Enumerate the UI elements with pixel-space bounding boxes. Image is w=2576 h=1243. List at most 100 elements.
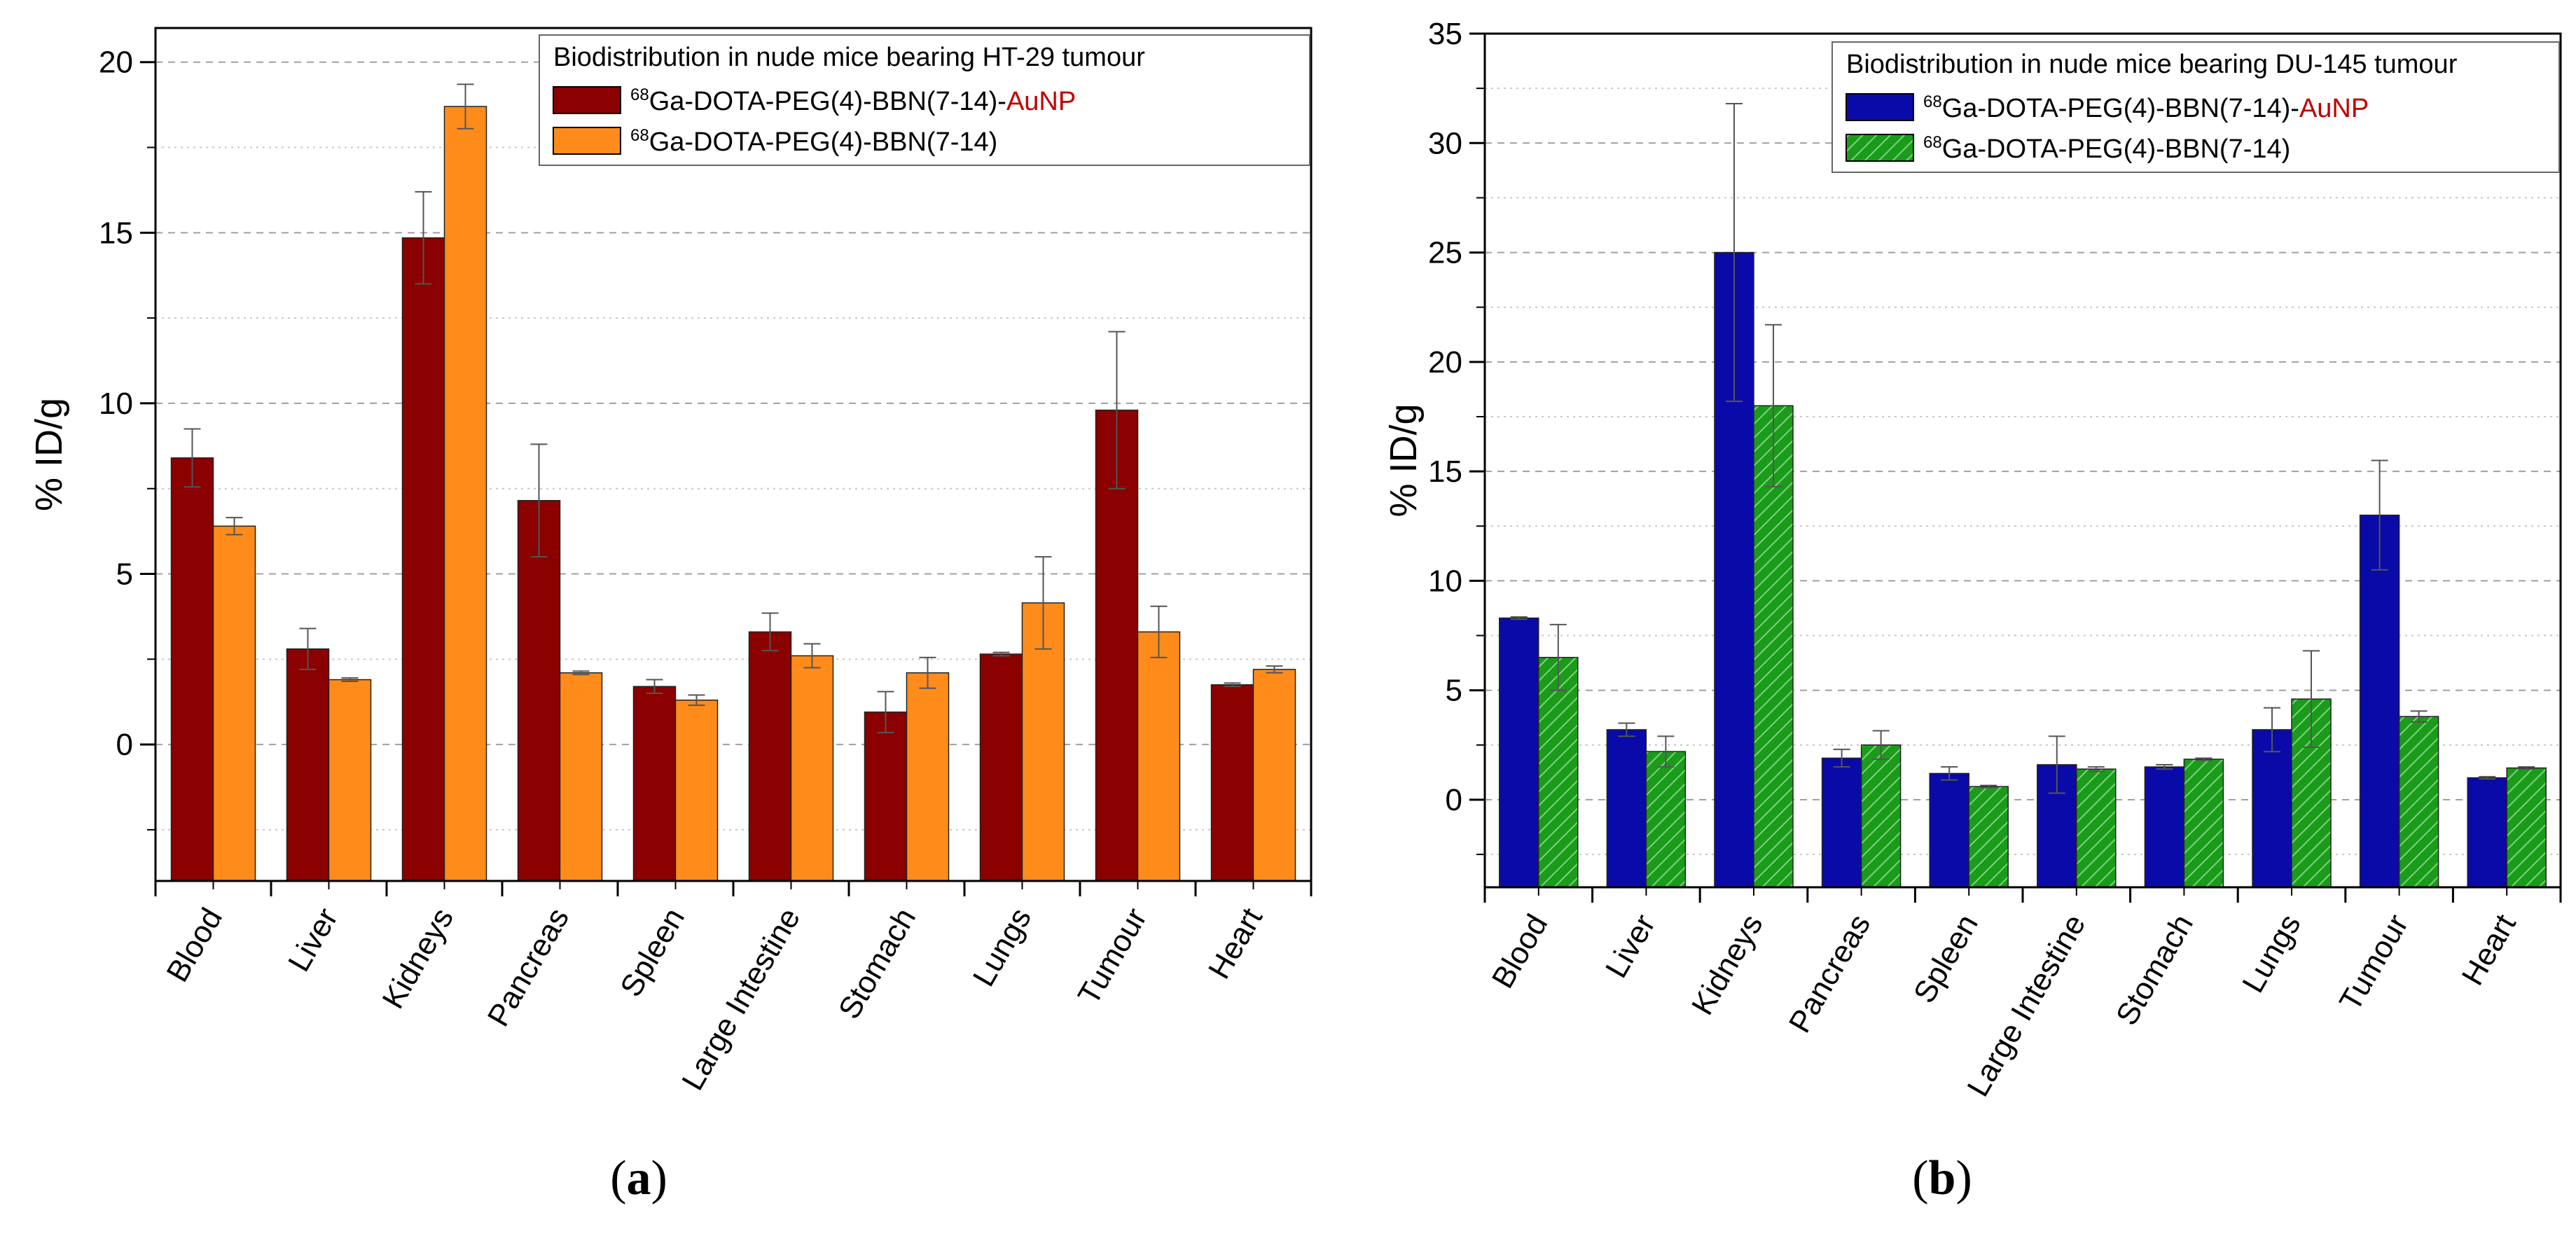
y-tick-label: 35 [1428, 17, 1462, 51]
y-tick-label: 25 [1428, 236, 1462, 270]
x-tick-label-heart: Heart [2456, 909, 2523, 992]
bar-spleen-series-2 [674, 700, 719, 882]
bar-stomach-series-2 [906, 672, 950, 882]
bar-spleen-series-1 [1929, 772, 1969, 888]
legend-swatch-2 [1846, 134, 1914, 162]
bar-tumour-series-2 [1137, 631, 1181, 882]
bar-liver-series-1 [1606, 729, 1647, 888]
x-tick-label-blood: Blood [160, 903, 229, 988]
x-tick-label-stomach: Stomach [2110, 909, 2200, 1032]
x-tick-label-stomach: Stomach [832, 903, 922, 1025]
panel-label-letter: a [627, 1151, 651, 1205]
legend-isotope-superscript: 68 [630, 85, 649, 104]
bar-spleen-series-1 [632, 686, 677, 882]
y-tick-label: 10 [99, 387, 133, 421]
bar-heart-series-1 [2467, 777, 2507, 888]
x-tick-label-blood: Blood [1486, 909, 1555, 994]
x-tick-label-tumour: Tumour [2333, 909, 2415, 1017]
bar-stomach-series-2 [2183, 758, 2224, 888]
x-tick-label-liver: Liver [1599, 909, 1662, 984]
bar-pancreas-series-2 [1860, 744, 1902, 888]
y-tick-label: 15 [99, 216, 133, 250]
legend-isotope-superscript: 68 [1923, 133, 1942, 152]
x-tick-label-lungs: Lungs [967, 903, 1038, 992]
panel-label-close-paren: ) [1955, 1151, 1972, 1205]
bar-spleen-series-2 [1968, 786, 2009, 888]
y-tick-label: 20 [1428, 345, 1462, 380]
x-tick-label-kidneys: Kidneys [375, 903, 460, 1015]
panel-label-b: (b) [1912, 1151, 1972, 1205]
x-tick-label-spleen: Spleen [1907, 909, 1985, 1009]
bar-liver-series-1 [286, 648, 330, 882]
x-tick-label-liver: Liver [282, 903, 345, 978]
panel-label-letter: b [1929, 1151, 1956, 1205]
legend-swatch-2 [553, 127, 621, 155]
y-tick-label: 20 [99, 46, 133, 80]
bar-lungs-series-1 [979, 653, 1023, 882]
bar-blood-series-2 [212, 525, 256, 882]
legend-title: Biodistribution in nude mice bearing HT-… [553, 43, 1145, 72]
y-tick-label: 5 [116, 557, 133, 592]
y-tick-label: 15 [1428, 454, 1462, 489]
bar-heart-series-2 [1252, 669, 1296, 882]
legend-swatch-1 [553, 86, 621, 114]
legend-series-suffix: AuNP [2299, 94, 2369, 123]
bar-pancreas-series-1 [517, 500, 561, 882]
bar-large-intestine-series-2 [2076, 768, 2117, 888]
x-tick-label-spleen: Spleen [614, 903, 691, 1003]
x-tick-label-large-intestine: Large Intestine [1960, 909, 2092, 1103]
y-tick-label: 10 [1428, 564, 1462, 598]
panel-label-open-paren: ( [1912, 1151, 1928, 1205]
bar-tumour-series-2 [2398, 716, 2439, 888]
y-tick-label: 0 [116, 728, 133, 762]
bar-kidneys-series-1 [401, 237, 445, 882]
legend-swatch-1 [1846, 93, 1914, 121]
x-tick-label-large-intestine: Large Intestine [675, 903, 807, 1097]
bar-pancreas-series-1 [1821, 757, 1862, 888]
legend-series-name: Ga-DOTA-PEG(4)-BBN(7-14)- [1942, 94, 2299, 123]
chart-b: 0 5 10 15 20 25 30 35 Blood Liver Kidneys Pancreas S… [1383, 17, 2562, 1205]
legend-isotope-superscript: 68 [630, 126, 649, 145]
y-axis-title: % ID/g [28, 398, 70, 511]
panel-label-close-paren: ) [651, 1151, 667, 1205]
x-tick-label-pancreas: Pancreas [1782, 909, 1877, 1039]
bar-heart-series-2 [2506, 767, 2547, 888]
legend-entry-2: 68Ga-DOTA-PEG(4)-BBN(7-14) [1923, 133, 2290, 164]
bar-blood-series-1 [170, 457, 214, 882]
panel-label-open-paren: ( [610, 1151, 626, 1205]
legend-title: Biodistribution in nude mice bearing DU-… [1846, 50, 2458, 79]
y-tick-label: 30 [1428, 126, 1462, 160]
bar-kidneys-series-2 [443, 106, 487, 882]
bar-pancreas-series-2 [559, 672, 603, 882]
x-tick-label-heart: Heart [1202, 903, 1269, 985]
x-tick-label-pancreas: Pancreas [481, 903, 576, 1032]
y-axis-title: % ID/g [1383, 403, 1425, 517]
legend-series-name: Ga-DOTA-PEG(4)-BBN(7-14) [649, 127, 998, 157]
bar-stomach-series-1 [864, 711, 908, 882]
bar-large-intestine-series-1 [748, 631, 792, 882]
bar-blood-series-1 [1499, 617, 1539, 888]
x-tick-label-kidneys: Kidneys [1685, 909, 1770, 1021]
bar-lungs-series-2 [2291, 698, 2332, 888]
bar-large-intestine-series-2 [790, 655, 834, 882]
panel-label-a: (a) [610, 1151, 667, 1205]
bar-tumour-series-1 [2359, 514, 2400, 888]
legend-box [1831, 41, 2560, 173]
legend-series-name: Ga-DOTA-PEG(4)-BBN(7-14) [1942, 134, 2291, 164]
legend-isotope-superscript: 68 [1923, 92, 1942, 111]
y-tick-label: 0 [1446, 783, 1462, 817]
x-tick-label-lungs: Lungs [2236, 909, 2307, 999]
bar-lungs-series-1 [2252, 729, 2292, 888]
bar-liver-series-2 [328, 679, 372, 882]
legend-entry-1: 68Ga-DOTA-PEG(4)-BBN(7-14)-AuNP [1923, 92, 2369, 123]
legend-entry-2: 68Ga-DOTA-PEG(4)-BBN(7-14) [630, 126, 997, 157]
bar-blood-series-2 [1538, 657, 1579, 888]
bar-heart-series-1 [1210, 684, 1254, 882]
legend-series-name: Ga-DOTA-PEG(4)-BBN(7-14)- [649, 87, 1006, 116]
legend-box [539, 34, 1310, 166]
bar-liver-series-2 [1645, 751, 1687, 888]
legend-entry-1: 68Ga-DOTA-PEG(4)-BBN(7-14)-AuNP [630, 85, 1076, 116]
